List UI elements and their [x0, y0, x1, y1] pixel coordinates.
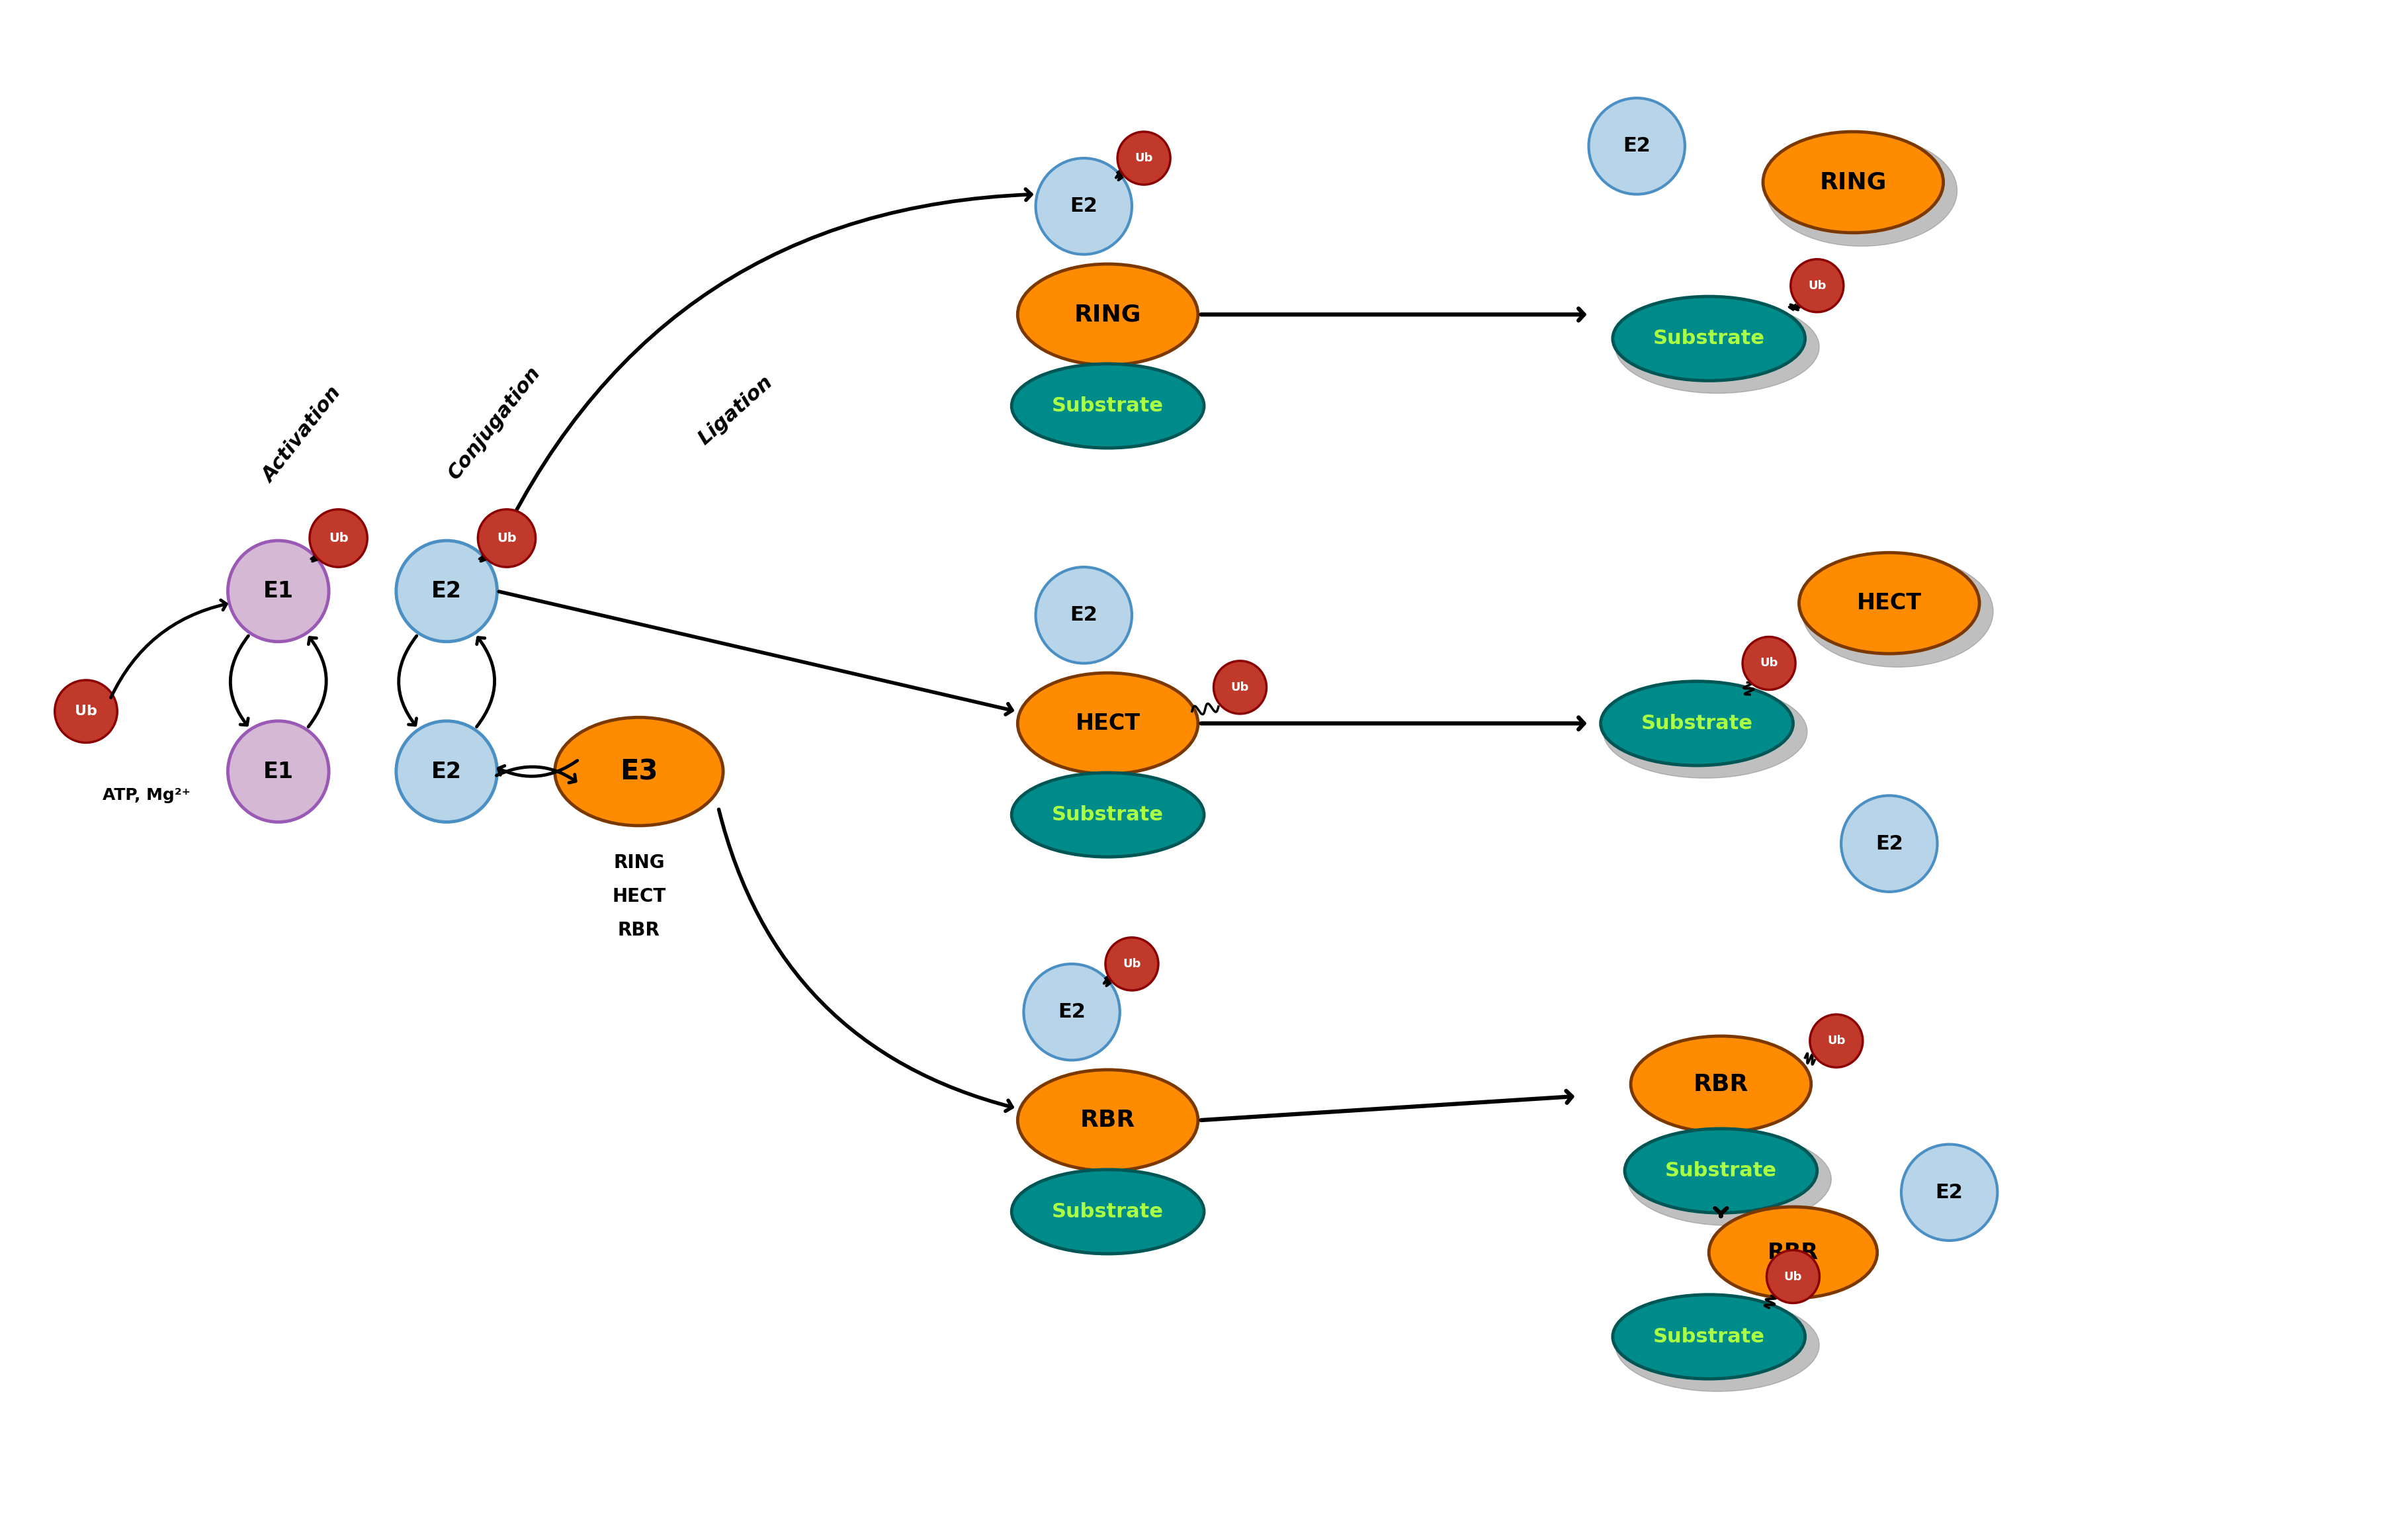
Circle shape [311, 510, 368, 566]
Text: RBR: RBR [1081, 1108, 1134, 1131]
Ellipse shape [1019, 674, 1199, 773]
Circle shape [1902, 1144, 1996, 1240]
Circle shape [1811, 1015, 1864, 1067]
Circle shape [1792, 259, 1845, 312]
Circle shape [1743, 637, 1796, 690]
Circle shape [1589, 98, 1686, 194]
Text: Ub: Ub [1122, 958, 1141, 969]
Circle shape [1767, 1251, 1820, 1303]
Text: E2: E2 [1623, 136, 1649, 156]
Ellipse shape [1801, 556, 1994, 668]
Circle shape [1214, 661, 1267, 713]
Circle shape [1105, 937, 1158, 991]
Text: Substrate: Substrate [1640, 713, 1753, 733]
Text: Ub: Ub [1760, 657, 1777, 669]
Text: E2: E2 [1936, 1183, 1963, 1202]
Text: Ub: Ub [496, 531, 518, 545]
Ellipse shape [1604, 686, 1808, 778]
Text: Ub: Ub [1808, 280, 1825, 291]
Text: Ub: Ub [1230, 681, 1250, 694]
Circle shape [1117, 132, 1170, 185]
Text: Substrate: Substrate [1652, 1327, 1765, 1346]
Text: RBR: RBR [1693, 1073, 1748, 1096]
Ellipse shape [1616, 300, 1820, 393]
Text: ATP, Mg²⁺: ATP, Mg²⁺ [104, 787, 190, 804]
Text: Ub: Ub [1784, 1271, 1801, 1283]
Text: HECT: HECT [1857, 592, 1922, 614]
Ellipse shape [1630, 1036, 1811, 1133]
Circle shape [1035, 158, 1132, 254]
Ellipse shape [1625, 1128, 1818, 1213]
Ellipse shape [1019, 1070, 1199, 1171]
Ellipse shape [1613, 1295, 1806, 1379]
Ellipse shape [1799, 553, 1979, 654]
Circle shape [1035, 566, 1132, 663]
Text: Ub: Ub [1828, 1035, 1845, 1047]
Text: E1: E1 [262, 761, 294, 782]
Text: Conjugation: Conjugation [445, 363, 544, 482]
Text: Ligation: Ligation [694, 372, 775, 449]
Ellipse shape [1601, 681, 1794, 766]
Text: RING: RING [614, 854, 665, 873]
Text: HECT: HECT [1076, 712, 1141, 735]
Text: Substrate: Substrate [1652, 329, 1765, 348]
Text: E2: E2 [1069, 606, 1098, 625]
Ellipse shape [1613, 297, 1806, 381]
Text: Ub: Ub [327, 531, 349, 545]
Text: E2: E2 [431, 580, 462, 602]
Circle shape [477, 510, 535, 566]
Text: E2: E2 [1876, 834, 1902, 853]
Text: Substrate: Substrate [1052, 397, 1163, 415]
Circle shape [1023, 965, 1120, 1059]
Ellipse shape [1019, 263, 1199, 364]
Text: HECT: HECT [612, 888, 667, 906]
Circle shape [229, 721, 330, 822]
Text: RING: RING [1820, 171, 1888, 193]
Circle shape [1842, 796, 1938, 891]
Ellipse shape [554, 718, 722, 825]
Text: RING: RING [1074, 303, 1141, 326]
Ellipse shape [1011, 773, 1204, 857]
Text: RBR: RBR [1767, 1242, 1818, 1263]
Ellipse shape [1628, 1133, 1832, 1225]
Text: Substrate: Substrate [1052, 1202, 1163, 1222]
Circle shape [229, 540, 330, 641]
Text: Substrate: Substrate [1052, 805, 1163, 824]
Ellipse shape [1710, 1206, 1878, 1298]
Ellipse shape [1765, 135, 1958, 246]
Ellipse shape [1011, 364, 1204, 449]
Text: Ub: Ub [1134, 152, 1153, 164]
Circle shape [397, 540, 496, 641]
Text: Substrate: Substrate [1664, 1160, 1777, 1180]
Circle shape [397, 721, 496, 822]
Text: Ub: Ub [75, 704, 96, 718]
Ellipse shape [1763, 132, 1943, 233]
Circle shape [55, 680, 118, 743]
Ellipse shape [1616, 1298, 1820, 1392]
Text: E3: E3 [619, 758, 657, 785]
Ellipse shape [1011, 1170, 1204, 1254]
Text: RBR: RBR [619, 922, 660, 940]
Text: E2: E2 [431, 761, 462, 782]
Text: E2: E2 [1069, 196, 1098, 216]
Text: Activation: Activation [260, 383, 344, 487]
Text: E1: E1 [262, 580, 294, 602]
Text: E2: E2 [1057, 1003, 1086, 1021]
